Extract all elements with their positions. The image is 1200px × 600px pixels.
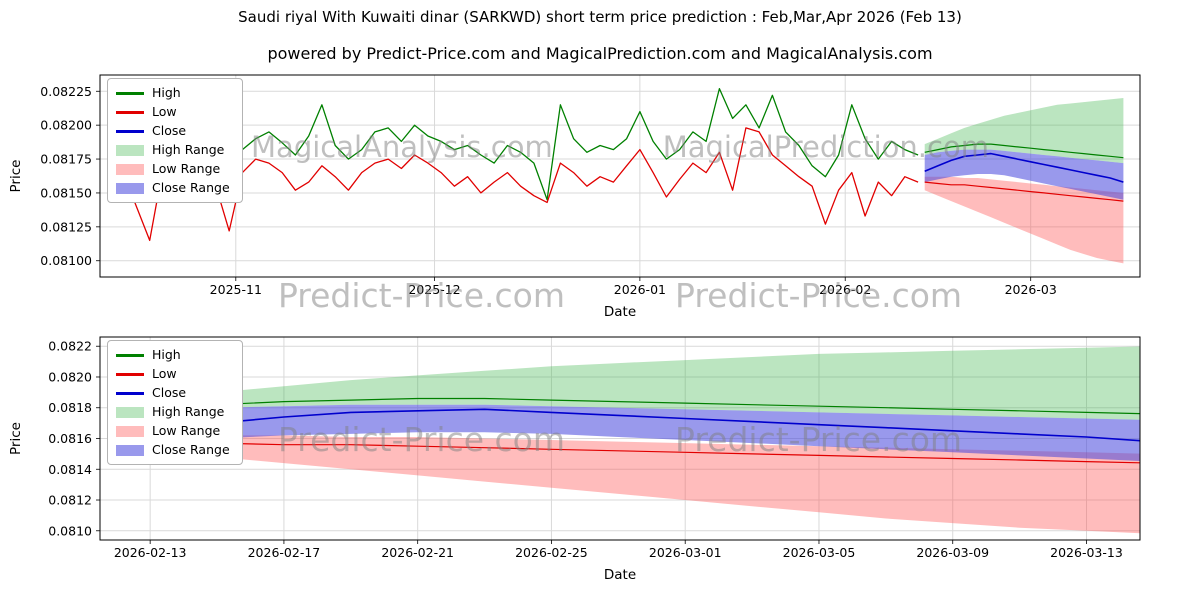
legend-swatch-low-range <box>116 425 144 437</box>
svg-text:0.0812: 0.0812 <box>48 493 92 508</box>
forecast-low-line <box>924 181 1124 202</box>
legend-swatch-high <box>116 91 144 95</box>
svg-text:Price: Price <box>8 160 24 193</box>
svg-text:0.08125: 0.08125 <box>40 219 92 234</box>
legend-swatch-close <box>116 129 144 133</box>
svg-text:2026-02-13: 2026-02-13 <box>114 545 187 560</box>
legend-label: Close <box>152 123 187 138</box>
svg-text:0.0820: 0.0820 <box>48 369 92 384</box>
forecast-close-line <box>150 408 1140 442</box>
legend-item: Close <box>116 123 230 139</box>
legend-label: High Range <box>152 404 225 419</box>
legend-label: Low <box>152 366 177 381</box>
svg-text:2026-03-09: 2026-03-09 <box>916 545 989 560</box>
legend-label: Close Range <box>152 180 230 195</box>
chart-history-with-forecast: 0.08100 0.08125 0.08150 0.08175 0.08200 0.082… <box>8 74 1141 320</box>
svg-text:0.0816: 0.0816 <box>48 431 92 446</box>
forecast-high-line <box>150 397 1140 415</box>
legend-label: High Range <box>152 142 225 157</box>
high_range-band <box>150 346 1140 420</box>
svg-text:2026-02: 2026-02 <box>819 282 871 297</box>
legend-label: High <box>152 85 181 100</box>
chart-forecast-detail: 0.0810 0.0812 0.0814 0.0816 0.0818 0.0820 0.08… <box>8 336 1141 583</box>
svg-text:0.08175: 0.08175 <box>40 152 92 167</box>
svg-text:2026-03-05: 2026-03-05 <box>783 545 856 560</box>
legend-swatch-close-range <box>116 444 144 456</box>
legend-item: Close Range <box>116 442 230 458</box>
svg-text:0.08150: 0.08150 <box>40 185 92 200</box>
legend-item: High Range <box>116 404 230 420</box>
svg-text:0.0814: 0.0814 <box>48 462 92 477</box>
svg-text:2026-01: 2026-01 <box>614 282 666 297</box>
svg-text:2026-02-17: 2026-02-17 <box>248 545 321 560</box>
legend-top-chart: High Low Close High Range Low Range Close Ran… <box>107 78 243 203</box>
svg-text:2025-11: 2025-11 <box>210 282 262 297</box>
legend-label: Low <box>152 104 177 119</box>
forecast-low-line <box>150 441 1140 464</box>
svg-text:2026-03-13: 2026-03-13 <box>1050 545 1123 560</box>
svg-text:2026-03: 2026-03 <box>1005 282 1057 297</box>
high_range-band <box>924 98 1124 164</box>
legend-item: Low Range <box>116 423 230 439</box>
legend-label: Close <box>152 385 187 400</box>
high-line <box>109 87 919 201</box>
close_range-band <box>150 404 1140 461</box>
svg-text:Date: Date <box>604 304 636 320</box>
svg-text:0.08200: 0.08200 <box>40 118 92 133</box>
forecast-close-line <box>924 152 1124 183</box>
legend-item: High <box>116 347 230 363</box>
forecast-high-line <box>924 143 1124 159</box>
legend-label: Low Range <box>152 161 221 176</box>
legend-bottom-chart: High Low Close High Range Low Range Close Ran… <box>107 340 243 465</box>
page-subtitle: powered by Predict-Price.com and Magical… <box>267 44 933 63</box>
svg-text:2026-03-01: 2026-03-01 <box>649 545 722 560</box>
low_range-band <box>150 435 1140 534</box>
svg-text:2026-02-21: 2026-02-21 <box>381 545 454 560</box>
svg-text:Price: Price <box>8 422 24 455</box>
low_range-band <box>924 176 1124 264</box>
legend-swatch-close-range <box>116 182 144 194</box>
svg-text:0.0822: 0.0822 <box>48 339 92 354</box>
close_range-band <box>924 149 1124 200</box>
legend-item: Close Range <box>116 180 230 196</box>
low-line <box>109 127 919 242</box>
legend-item: Low <box>116 104 230 120</box>
svg-text:2026-02-25: 2026-02-25 <box>515 545 588 560</box>
legend-item: High <box>116 85 230 101</box>
legend-item: Close <box>116 385 230 401</box>
legend-label: High <box>152 347 181 362</box>
svg-text:Date: Date <box>604 567 636 583</box>
legend-swatch-low <box>116 372 144 376</box>
legend-label: Close Range <box>152 442 230 457</box>
svg-text:2025-12: 2025-12 <box>408 282 460 297</box>
svg-text:0.0810: 0.0810 <box>48 523 92 538</box>
legend-swatch-low <box>116 110 144 114</box>
legend-swatch-low-range <box>116 163 144 175</box>
legend-swatch-high-range <box>116 144 144 156</box>
legend-swatch-high-range <box>116 406 144 418</box>
legend-item: High Range <box>116 142 230 158</box>
svg-text:0.08225: 0.08225 <box>40 84 92 99</box>
legend-item: Low Range <box>116 161 230 177</box>
legend-item: Low <box>116 366 230 382</box>
legend-swatch-close <box>116 391 144 395</box>
legend-swatch-high <box>116 353 144 357</box>
svg-text:0.0818: 0.0818 <box>48 400 92 415</box>
legend-label: Low Range <box>152 423 221 438</box>
page-title: Saudi riyal With Kuwaiti dinar (SARKWD) … <box>238 8 962 26</box>
svg-text:0.08100: 0.08100 <box>40 253 92 268</box>
